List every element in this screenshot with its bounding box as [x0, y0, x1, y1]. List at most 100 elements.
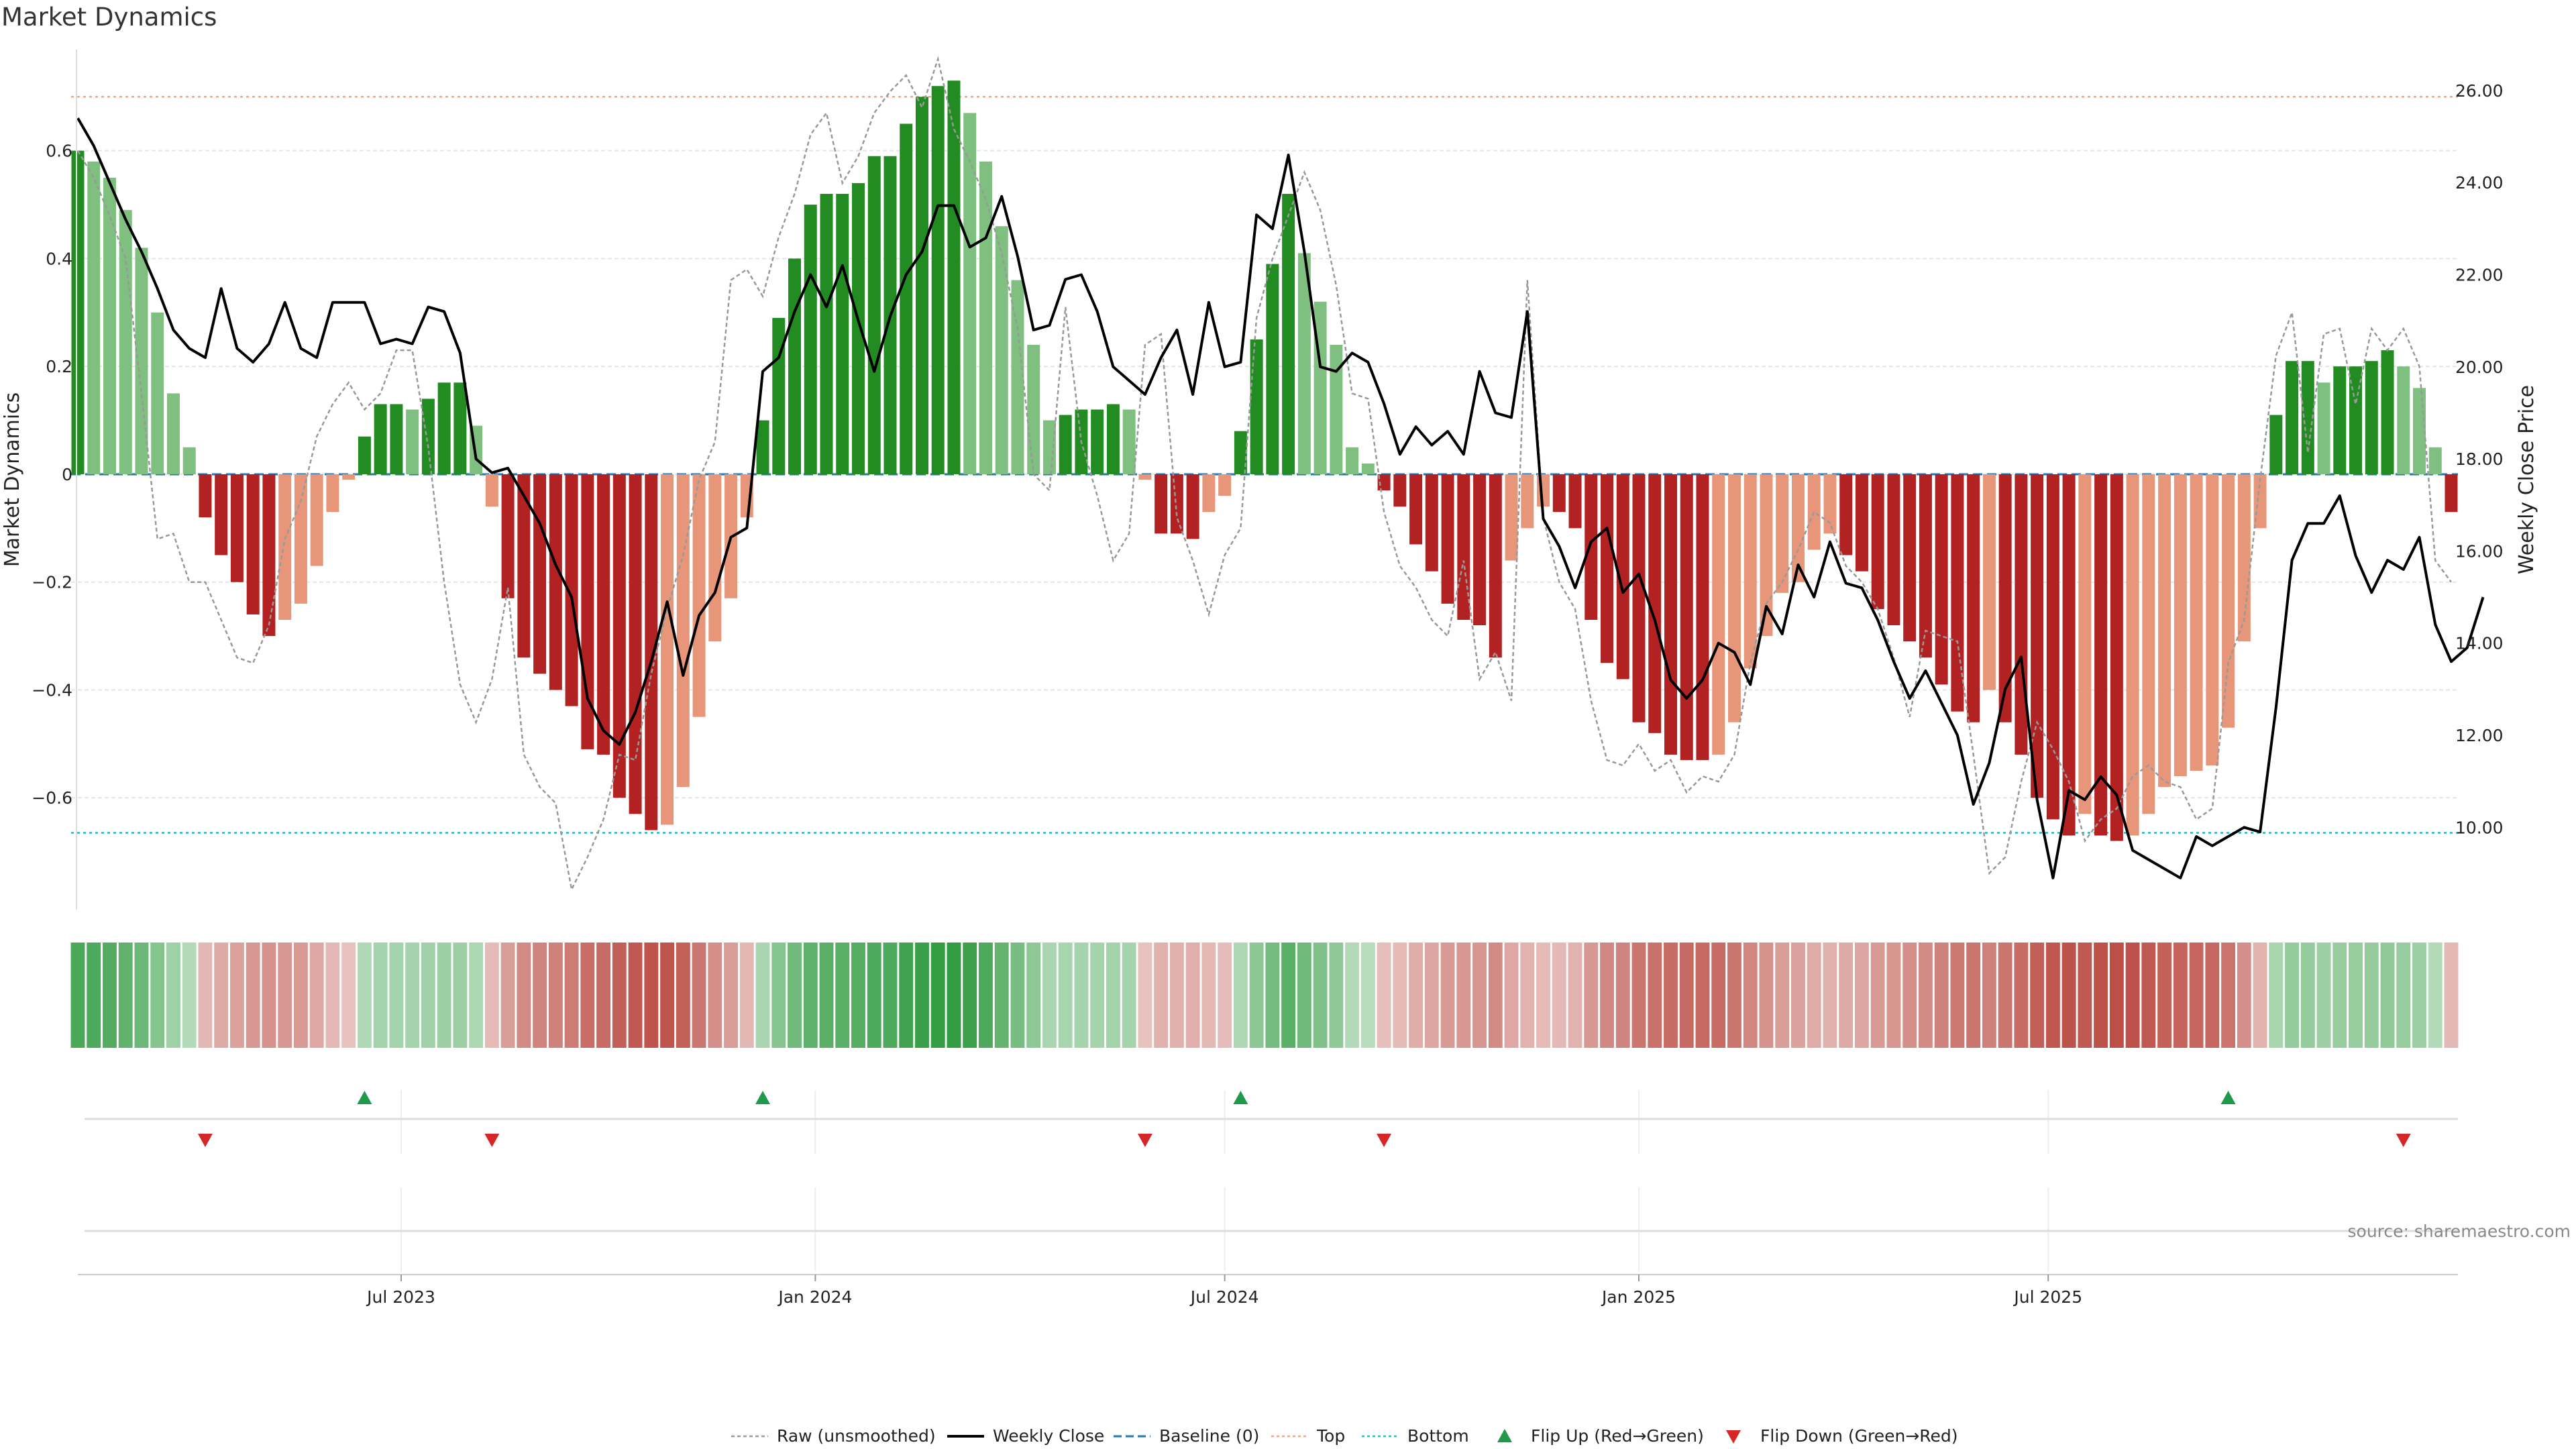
flip-up-marker	[2220, 1091, 2236, 1104]
dynamics-bar	[2062, 474, 2076, 836]
heat-cell	[198, 943, 213, 1048]
dynamics-bar	[1696, 474, 1709, 760]
heat-cell	[1281, 943, 1296, 1048]
dynamics-bar	[1282, 193, 1295, 474]
heat-cell	[325, 943, 340, 1048]
dynamics-bar	[1457, 474, 1470, 620]
heat-cell	[1440, 943, 1455, 1048]
dynamics-bar	[2110, 474, 2123, 841]
dynamics-bar	[310, 474, 323, 566]
dynamics-bar	[1585, 474, 1598, 620]
dynamics-bar	[804, 205, 817, 474]
heat-cell	[867, 943, 881, 1048]
right-tick-label: 22.00	[2455, 266, 2504, 285]
dynamics-bar	[1568, 474, 1582, 529]
heat-cell	[1154, 943, 1169, 1048]
dynamics-bar	[1170, 474, 1183, 534]
heat-cell	[1010, 943, 1025, 1048]
dynamics-bar	[1505, 474, 1518, 561]
heat-cell	[1058, 943, 1073, 1048]
heat-cell	[2141, 943, 2156, 1048]
heat-cell	[2285, 943, 2299, 1048]
heat-cell	[548, 943, 563, 1048]
heat-cell	[118, 943, 133, 1048]
dynamics-bar	[1202, 474, 1216, 513]
heat-cell	[70, 943, 85, 1048]
heat-cell	[1823, 943, 1837, 1048]
dynamics-bar	[612, 474, 626, 798]
dynamics-bar	[246, 474, 260, 614]
heat-cell	[2237, 943, 2251, 1048]
dynamics-bar	[2381, 350, 2394, 474]
heat-cell	[1345, 943, 1360, 1048]
dynamics-bar	[119, 210, 132, 474]
heat-cell	[771, 943, 786, 1048]
left-tick-label: 0	[62, 465, 72, 484]
right-tick-label: 16.00	[2455, 541, 2504, 561]
dynamics-bar	[1330, 345, 1343, 474]
x-axis: Jul 2023 Jan 2024 Jul 2024 Jan 2025 Jul 2025	[366, 1275, 2082, 1307]
heat-cell	[1648, 943, 1662, 1048]
dynamics-bar	[1393, 474, 1407, 507]
heat-cell	[2125, 943, 2140, 1048]
heat-cell	[1902, 943, 1917, 1048]
dynamics-bar	[1266, 264, 1279, 474]
dynamics-bar	[947, 80, 961, 474]
dynamics-bar	[661, 474, 674, 825]
dynamics-bar	[358, 436, 371, 474]
dynamics-bar	[2222, 474, 2235, 728]
dynamics-bar	[2269, 415, 2283, 474]
heat-cell	[150, 943, 165, 1048]
dynamics-bar	[629, 474, 642, 814]
dynamics-bar	[645, 474, 658, 830]
heat-cell	[1759, 943, 1774, 1048]
heat-cell	[182, 943, 197, 1048]
dynamics-bar	[485, 474, 498, 507]
heat-cell	[2221, 943, 2236, 1048]
heat-cell	[2189, 943, 2204, 1048]
heat-cell	[484, 943, 499, 1048]
heat-cell	[2444, 943, 2459, 1048]
dynamics-bar	[1218, 474, 1232, 496]
heat-cell	[389, 943, 404, 1048]
heat-cell	[724, 943, 738, 1048]
heat-cell	[1631, 943, 1646, 1048]
heat-cell	[739, 943, 754, 1048]
dynamics-bar	[406, 409, 419, 474]
heat-cell	[2316, 943, 2331, 1048]
dynamics-bar	[2190, 474, 2203, 771]
heat-cell	[230, 943, 244, 1048]
dynamics-bar	[2015, 474, 2028, 755]
dynamics-bar	[963, 113, 977, 474]
heat-cell	[1456, 943, 1471, 1048]
heat-cell	[2332, 943, 2347, 1048]
dynamics-bar	[2413, 388, 2426, 474]
heat-cell	[979, 943, 993, 1048]
legend-label: Bottom	[1407, 1426, 1469, 1446]
heat-cell	[1329, 943, 1344, 1048]
heat-cell	[1249, 943, 1264, 1048]
dynamics-bar	[2286, 361, 2299, 474]
heat-cell	[134, 943, 149, 1048]
heat-cell	[214, 943, 229, 1048]
legend-item: Baseline (0)	[1114, 1426, 1259, 1446]
flip-up-marker	[1233, 1091, 1248, 1104]
main-panel: −0.6 −0.4 −0.2 0 0.2 0.4 0.6 10.00 12.00 14.00 16…	[1, 50, 2538, 1271]
heat-cell	[596, 943, 611, 1048]
heat-cell	[2094, 943, 2108, 1048]
x-tick-label: Jul 2025	[2012, 1287, 2082, 1307]
dynamics-bar	[1807, 474, 1821, 550]
left-tick-label: −0.6	[32, 788, 72, 808]
dynamics-bar	[2237, 474, 2251, 642]
dynamics-bar	[1346, 447, 1359, 474]
dynamics-bar	[326, 474, 339, 513]
heat-cell	[994, 943, 1009, 1048]
heat-cell	[1679, 943, 1694, 1048]
dynamics-bar	[1441, 474, 1454, 604]
heat-cell	[692, 943, 706, 1048]
heat-cell	[1504, 943, 1519, 1048]
dynamics-bar	[1489, 474, 1502, 658]
dynamics-bar	[1361, 463, 1375, 474]
heat-cell	[1122, 943, 1136, 1048]
dynamics-bars	[71, 80, 2458, 841]
